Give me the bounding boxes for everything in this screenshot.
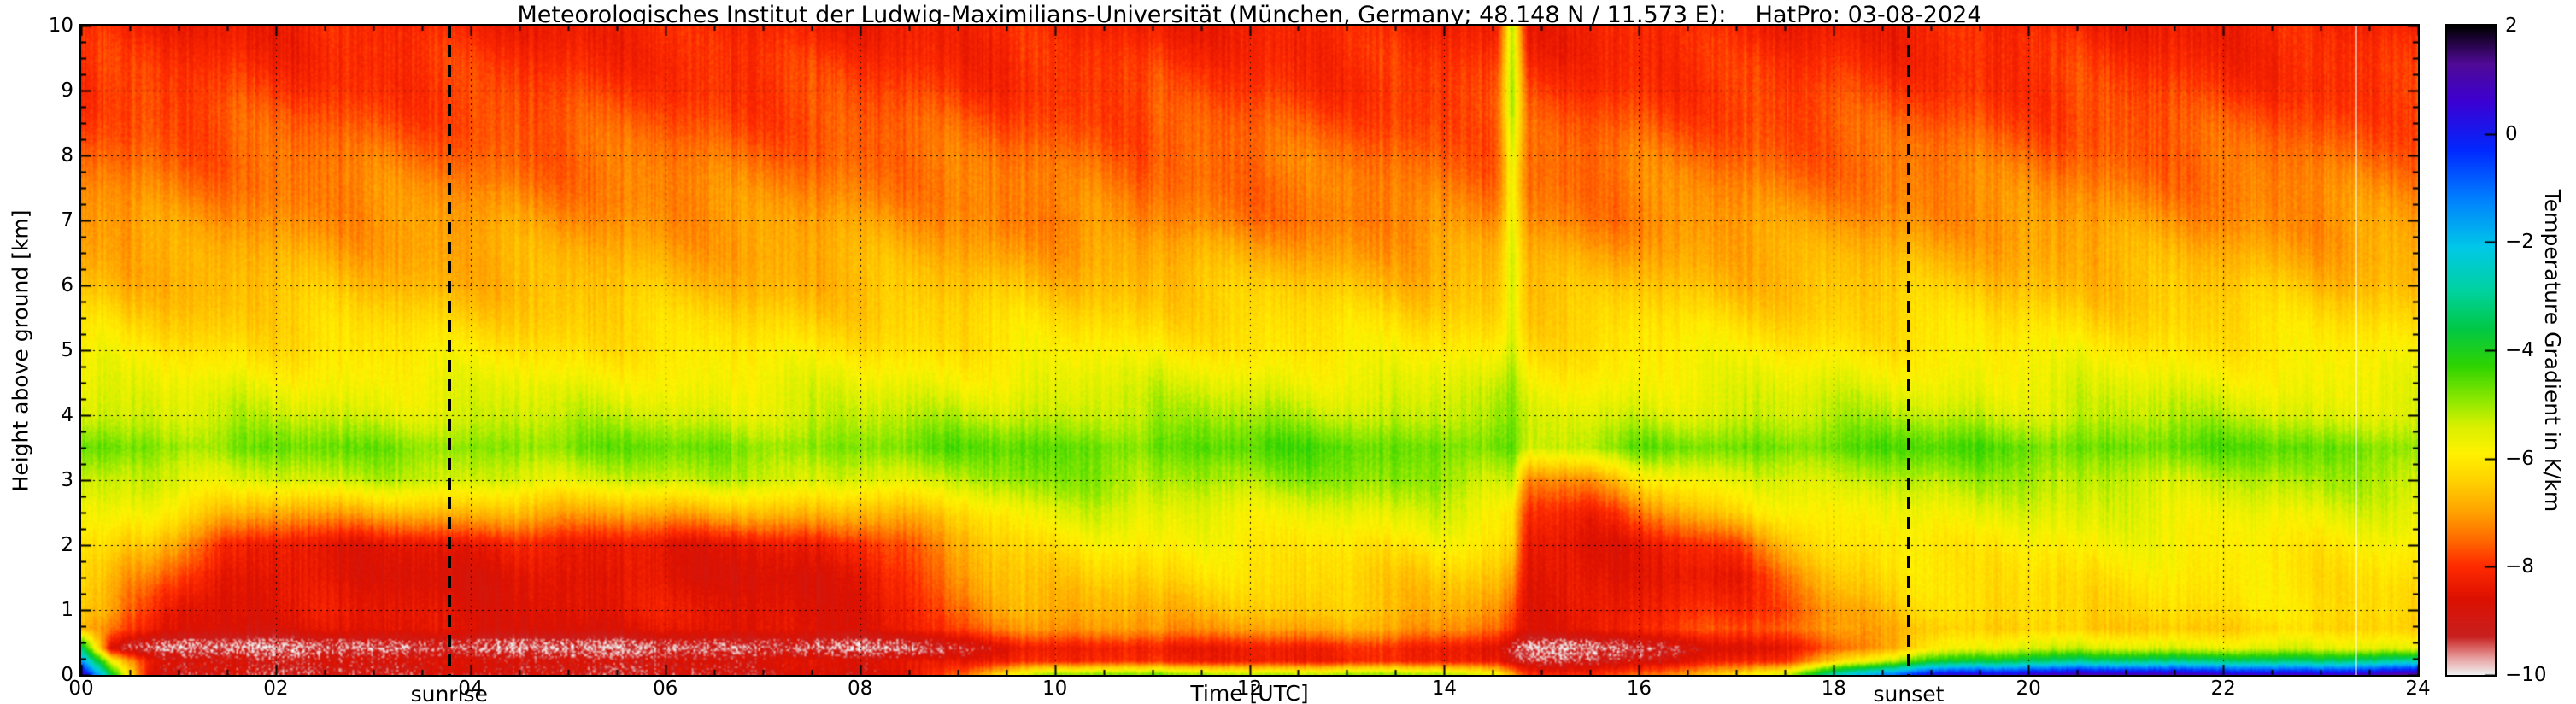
x-tick-label: 12: [1236, 678, 1263, 700]
y-tick-label: 5: [61, 339, 73, 361]
colorbar-label: Temperature Gradient in K/km: [2540, 189, 2566, 512]
colorbar-tick-label: −4: [2505, 339, 2534, 361]
y-tick-label: 8: [61, 144, 73, 167]
y-tick-label: 7: [61, 209, 73, 232]
x-tick-label: 24: [2405, 678, 2431, 700]
y-tick-label: 4: [61, 404, 73, 426]
colorbar-tick-label: 0: [2505, 122, 2518, 145]
chart-title: Meteorologisches Institut der Ludwig-Max…: [517, 2, 1982, 28]
x-tick-label: 00: [68, 678, 94, 700]
colorbar-tick-label: −6: [2505, 447, 2534, 470]
y-tick-label: 6: [61, 274, 73, 296]
colorbar-tick-label: −10: [2505, 664, 2547, 686]
colorbar-tick-label: −8: [2505, 555, 2534, 578]
sunrise-label: sunrise: [410, 682, 488, 704]
light-streak: [2354, 26, 2357, 675]
colorbar-canvas: [2447, 26, 2495, 675]
y-tick-label: 9: [61, 79, 73, 102]
y-tick-label: 0: [61, 664, 73, 686]
x-tick-label: 08: [848, 678, 873, 700]
x-tick-label: 20: [2016, 678, 2041, 700]
x-tick-label: 14: [1431, 678, 1458, 700]
sunrise-line: [447, 26, 451, 675]
colorbar-tick-label: −2: [2505, 231, 2534, 254]
x-tick-label: 02: [263, 678, 289, 700]
x-axis-label: Time [UTC]: [1190, 681, 1309, 704]
sunset-label: sunset: [1873, 682, 1945, 704]
plot-area: [79, 24, 2420, 677]
x-tick-label: 18: [1821, 678, 1846, 700]
y-tick-label: 10: [48, 15, 73, 37]
x-tick-label: 06: [653, 678, 678, 700]
y-tick-label: 3: [61, 469, 73, 491]
x-tick-label: 16: [1626, 678, 1652, 700]
x-tick-label: 10: [1042, 678, 1068, 700]
y-tick-label: 1: [61, 599, 73, 621]
sunset-line: [1906, 26, 1910, 675]
heatmap-canvas: [81, 26, 2418, 675]
x-tick-label: 04: [458, 678, 484, 700]
colorbar-label-wrap: Temperature Gradient in K/km: [2534, 26, 2572, 675]
colorbar: [2445, 24, 2497, 677]
colorbar-tick-label: 2: [2505, 15, 2518, 37]
y-tick-label: 2: [61, 534, 73, 556]
x-tick-label: 22: [2210, 678, 2236, 700]
